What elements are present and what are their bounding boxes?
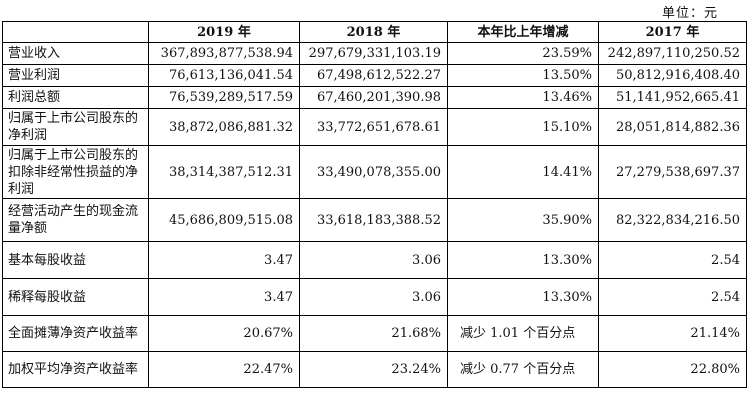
value-2017: 50,812,916,408.40: [598, 64, 747, 87]
value-2017: 2.54: [598, 278, 747, 316]
value-change: 13.30%: [447, 278, 599, 316]
value-2017: 22.80%: [598, 351, 747, 388]
value-2019: 22.47%: [148, 351, 300, 388]
value-2018: 67,460,201,390.98: [299, 86, 448, 109]
value-2019: 76,613,136,041.54: [148, 64, 300, 87]
value-2018: 33,772,651,678.61: [299, 108, 448, 146]
value-2017: 27,279,538,697.37: [598, 145, 747, 199]
row-label: 全面摊薄净资产收益率: [2, 315, 149, 352]
value-2018: 23.24%: [299, 351, 448, 388]
table-row: 营业收入 367,893,877,538.94 297,679,331,103.…: [2, 42, 747, 65]
table-row: 基本每股收益 3.47 3.06 13.30% 2.54: [2, 241, 747, 279]
header-2018: 2018 年: [299, 21, 448, 43]
row-label: 经营活动产生的现金流量净额: [2, 198, 149, 242]
header-2017: 2017 年: [598, 21, 747, 43]
value-change: 减少 0.77 个百分点: [447, 351, 599, 388]
value-2018: 33,618,183,388.52: [299, 198, 448, 242]
value-2019: 3.47: [148, 278, 300, 316]
value-2019: 76,539,289,517.59: [148, 86, 300, 109]
table-row: 全面摊薄净资产收益率 20.67% 21.68% 减少 1.01 个百分点 21…: [2, 315, 747, 352]
financial-summary-table: 2019 年 2018 年 本年比上年增减 2017 年 营业收入 367,89…: [2, 21, 747, 388]
value-2019: 367,893,877,538.94: [148, 42, 300, 65]
value-2019: 45,686,809,515.08: [148, 198, 300, 242]
value-2019: 38,872,086,881.32: [148, 108, 300, 146]
table-header-row: 2019 年 2018 年 本年比上年增减 2017 年: [2, 21, 747, 43]
row-label: 利润总额: [2, 86, 149, 109]
value-change: 35.90%: [447, 198, 599, 242]
table-row: 经营活动产生的现金流量净额 45,686,809,515.08 33,618,1…: [2, 198, 747, 242]
value-2018: 3.06: [299, 278, 448, 316]
row-label: 归属于上市公司股东的扣除非经常性损益的净利润: [2, 145, 149, 199]
value-2018: 3.06: [299, 241, 448, 279]
value-change: 15.10%: [447, 108, 599, 146]
value-change: 13.46%: [447, 86, 599, 109]
value-2018: 297,679,331,103.19: [299, 42, 448, 65]
table-row: 归属于上市公司股东的扣除非经常性损益的净利润 38,314,387,512.31…: [2, 145, 747, 199]
row-label: 营业收入: [2, 42, 149, 65]
value-2019: 3.47: [148, 241, 300, 279]
row-label: 营业利润: [2, 64, 149, 87]
table-row: 营业利润 76,613,136,041.54 67,498,612,522.27…: [2, 64, 747, 87]
table-row: 归属于上市公司股东的净利润 38,872,086,881.32 33,772,6…: [2, 108, 747, 146]
value-change: 13.30%: [447, 241, 599, 279]
value-2019: 20.67%: [148, 315, 300, 352]
value-2018: 21.68%: [299, 315, 448, 352]
row-label: 归属于上市公司股东的净利润: [2, 108, 149, 146]
value-2017: 28,051,814,882.36: [598, 108, 747, 146]
value-change: 14.41%: [447, 145, 599, 199]
header-label: [2, 21, 149, 43]
value-2017: 2.54: [598, 241, 747, 279]
value-2018: 33,490,078,355.00: [299, 145, 448, 199]
value-2017: 242,897,110,250.52: [598, 42, 747, 65]
table-row: 稀释每股收益 3.47 3.06 13.30% 2.54: [2, 278, 747, 316]
value-2017: 82,322,834,216.50: [598, 198, 747, 242]
value-change: 减少 1.01 个百分点: [447, 315, 599, 352]
value-change: 13.50%: [447, 64, 599, 87]
table-row: 加权平均净资产收益率 22.47% 23.24% 减少 0.77 个百分点 22…: [2, 351, 747, 388]
table-row: 利润总额 76,539,289,517.59 67,460,201,390.98…: [2, 86, 747, 109]
unit-label: 单位：元: [661, 6, 718, 21]
header-2019: 2019 年: [148, 21, 300, 43]
header-change: 本年比上年增减: [447, 21, 599, 43]
value-2019: 38,314,387,512.31: [148, 145, 300, 199]
row-label: 基本每股收益: [2, 241, 149, 279]
row-label: 加权平均净资产收益率: [2, 351, 149, 388]
row-label: 稀释每股收益: [2, 278, 149, 316]
value-2017: 51,141,952,665.41: [598, 86, 747, 109]
value-change: 23.59%: [447, 42, 599, 65]
value-2018: 67,498,612,522.27: [299, 64, 448, 87]
value-2017: 21.14%: [598, 315, 747, 352]
